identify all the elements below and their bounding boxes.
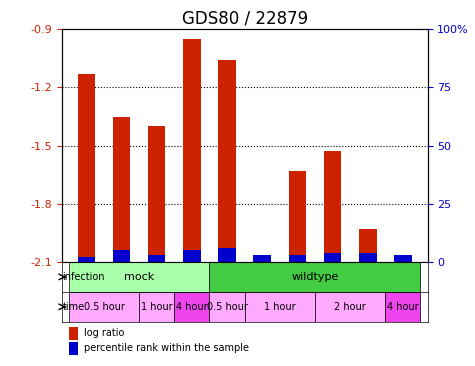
FancyBboxPatch shape [139, 292, 174, 322]
FancyBboxPatch shape [385, 292, 420, 322]
Bar [218, 60, 236, 262]
Bar [289, 255, 306, 262]
Bar [77, 74, 95, 262]
Bar [289, 171, 306, 262]
Text: infection: infection [62, 272, 105, 282]
Bar [148, 126, 165, 262]
Text: 0.5 hour: 0.5 hour [84, 302, 124, 312]
FancyBboxPatch shape [209, 262, 420, 292]
FancyBboxPatch shape [245, 292, 315, 322]
Text: 1 hour: 1 hour [264, 302, 295, 312]
FancyBboxPatch shape [315, 292, 385, 322]
Bar [183, 39, 200, 262]
Text: mock: mock [124, 272, 154, 282]
FancyBboxPatch shape [69, 262, 209, 292]
FancyBboxPatch shape [209, 292, 245, 322]
Bar [394, 255, 412, 262]
Bar [254, 255, 271, 262]
Title: GDS80 / 22879: GDS80 / 22879 [181, 10, 308, 28]
Bar [254, 256, 271, 262]
Bar [113, 116, 130, 262]
Bar [77, 257, 95, 262]
Bar [359, 229, 377, 262]
Text: 1 hour: 1 hour [141, 302, 172, 312]
Bar [324, 253, 342, 262]
Text: wildtype: wildtype [291, 272, 339, 282]
Bar [324, 152, 342, 262]
Bar [183, 250, 200, 262]
Bar [394, 256, 412, 262]
Bar [69, 342, 78, 355]
Bar [359, 253, 377, 262]
Text: log ratio: log ratio [84, 328, 124, 339]
Text: 4 hour: 4 hour [176, 302, 208, 312]
Bar [69, 327, 78, 340]
FancyBboxPatch shape [174, 292, 209, 322]
Text: 0.5 hour: 0.5 hour [207, 302, 247, 312]
FancyBboxPatch shape [69, 292, 139, 322]
Bar [148, 255, 165, 262]
Bar [218, 248, 236, 262]
Text: 4 hour: 4 hour [387, 302, 418, 312]
Text: time: time [62, 302, 85, 312]
Bar [113, 250, 130, 262]
Text: percentile rank within the sample: percentile rank within the sample [84, 343, 249, 353]
Text: 2 hour: 2 hour [334, 302, 366, 312]
